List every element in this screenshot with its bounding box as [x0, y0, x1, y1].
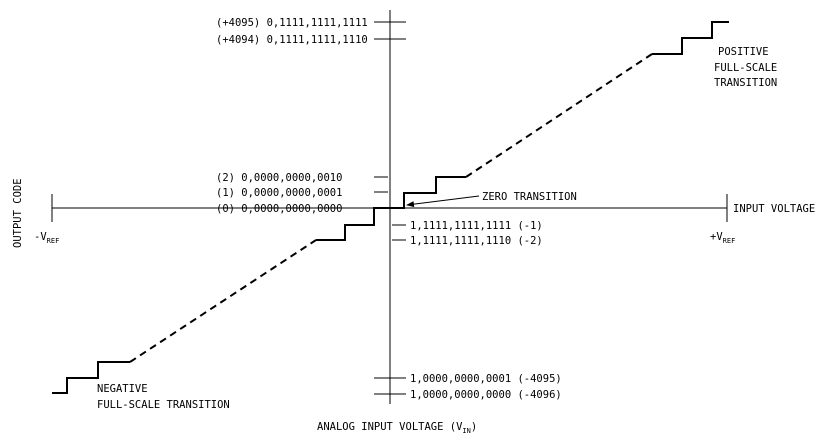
code-label-pos-max-minus1: (+4094) 0,1111,1111,1110	[216, 34, 368, 46]
positive-fs-label-2: FULL-SCALE	[714, 62, 777, 74]
neg-vref-label: -VREF	[34, 231, 59, 245]
pos-vref-sub: REF	[723, 237, 736, 245]
positive-fs-label-3: TRANSITION	[714, 77, 777, 89]
input-voltage-label: INPUT VOLTAGE	[733, 203, 815, 215]
negative-fs-label-1: NEGATIVE	[97, 383, 148, 395]
neg-vref-sub: REF	[47, 237, 60, 245]
upper-dashed-segment	[465, 53, 653, 178]
center-staircase	[316, 176, 466, 241]
code-label-neg-min-plus1: 1,0000,0000,0001 (-4095)	[410, 373, 562, 385]
zero-transition-arrow	[406, 195, 480, 208]
code-label-zero: (0) 0,0000,0000,0000	[216, 203, 342, 215]
negative-fs-label-2: FULL-SCALE TRANSITION	[97, 399, 230, 411]
analog-input-voltage-label: ANALOG INPUT VOLTAGE (VIN)	[317, 421, 477, 435]
lower-dashed-segment	[129, 239, 317, 363]
code-ticks	[374, 21, 406, 395]
analog-input-sub: IN	[462, 427, 470, 435]
code-label-pos-max: (+4095) 0,1111,1111,1111	[216, 17, 368, 29]
positive-fs-label-1: POSITIVE	[718, 46, 769, 58]
pos-vref-prefix: +V	[710, 231, 723, 243]
code-label-plus2: (2) 0,0000,0000,0010	[216, 172, 342, 184]
output-code-label: OUTPUT CODE	[12, 178, 24, 248]
lower-staircase	[52, 361, 130, 394]
code-label-minus1: 1,1111,1111,1111 (-1)	[410, 220, 543, 232]
zero-transition-label: ZERO TRANSITION	[482, 191, 577, 203]
pos-vref-label: +VREF	[710, 231, 735, 245]
analog-input-main: ANALOG INPUT VOLTAGE (V	[317, 421, 463, 433]
neg-vref-prefix: -V	[34, 231, 47, 243]
upper-staircase	[652, 21, 729, 55]
code-label-neg-min: 1,0000,0000,0000 (-4096)	[410, 389, 562, 401]
code-label-plus1: (1) 0,0000,0000,0001	[216, 187, 342, 199]
code-label-minus2: 1,1111,1111,1110 (-2)	[410, 235, 543, 247]
analog-input-close: )	[471, 421, 477, 433]
